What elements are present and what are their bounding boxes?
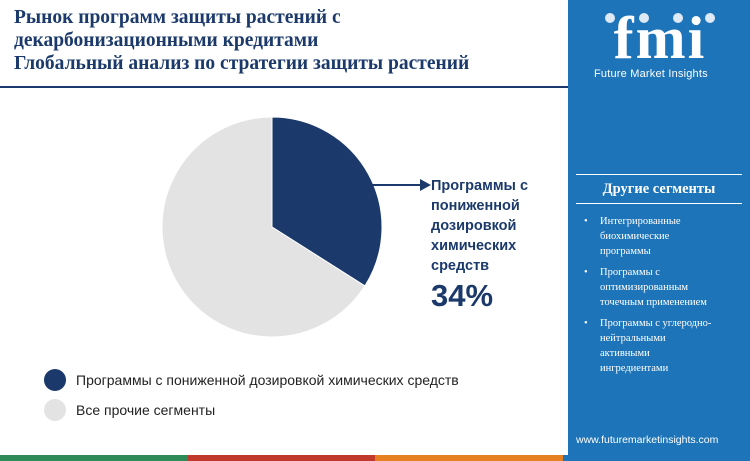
bottom-bar-segment bbox=[562, 455, 750, 461]
bottom-color-bar bbox=[0, 455, 750, 461]
legend-label: Все прочие сегменты bbox=[76, 402, 216, 418]
list-item-line: Программы с углеродно- bbox=[600, 318, 712, 329]
legend-item: Программы с пониженной дозировкой химиче… bbox=[44, 366, 459, 394]
chart-title-line: декарбонизационными кредитами bbox=[14, 30, 319, 51]
pie-slice-0 bbox=[271, 116, 383, 287]
pie-slice-1 bbox=[161, 116, 366, 338]
logo-wordmark: fmi bbox=[614, 8, 707, 66]
callout-label-line: средств bbox=[431, 258, 490, 274]
callout-arrow-icon bbox=[366, 179, 431, 191]
list-item-line: активными bbox=[600, 348, 650, 359]
legend-item: Все прочие сегменты bbox=[44, 396, 459, 424]
callout-label-line: дозировкой bbox=[431, 218, 517, 234]
side-heading: Другие сегменты bbox=[602, 180, 716, 197]
callout-label: Программы с пониженной дозировкой химиче… bbox=[431, 176, 561, 276]
fmi-logo: fmi bbox=[605, 8, 715, 66]
list-item: • Программы с оптимизированным точечным … bbox=[582, 265, 742, 310]
chart-title-line: Глобальный анализ по стратегии защиты ра… bbox=[14, 53, 470, 74]
side-heading-box: Другие сегменты bbox=[576, 174, 742, 204]
other-segments-list: • Интегрированные биохимические программ… bbox=[582, 214, 742, 382]
list-item-line: нейтральными bbox=[600, 333, 666, 344]
legend-swatch bbox=[44, 369, 66, 391]
list-item-line: программы bbox=[600, 246, 651, 257]
bullet-icon: • bbox=[584, 318, 588, 329]
title-divider bbox=[0, 86, 568, 88]
bottom-bar-segment bbox=[375, 455, 563, 461]
list-item-line: биохимические bbox=[600, 231, 670, 242]
callout-label-line: химических bbox=[431, 238, 517, 254]
bullet-icon: • bbox=[584, 216, 588, 227]
chart-title-line: Рынок программ защиты растений с bbox=[14, 7, 341, 28]
bottom-bar-segment bbox=[187, 455, 375, 461]
callout-label-line: пониженной bbox=[431, 198, 520, 214]
legend-swatch bbox=[44, 399, 66, 421]
list-item-line: Программы с bbox=[600, 267, 660, 278]
logo-tagline: Future Market Insights bbox=[594, 68, 708, 80]
legend: Программы с пониженной дозировкой химиче… bbox=[44, 366, 459, 426]
bottom-bar-segment bbox=[0, 455, 188, 461]
chart-title: Рынок программ защиты растений с декарбо… bbox=[14, 6, 564, 75]
list-item-line: ингредиентами bbox=[600, 363, 669, 374]
callout-value: 34% bbox=[431, 278, 494, 313]
legend-label: Программы с пониженной дозировкой химиче… bbox=[76, 372, 459, 388]
list-item: • Интегрированные биохимические программ… bbox=[582, 214, 742, 259]
website-link[interactable]: www.futuremarketinsights.com bbox=[576, 434, 719, 446]
list-item-line: оптимизированным bbox=[600, 282, 689, 293]
list-item: • Программы с углеродно- нейтральными ак… bbox=[582, 316, 742, 376]
chart-panel: Рынок программ защиты растений с декарбо… bbox=[0, 6, 568, 426]
bullet-icon: • bbox=[584, 267, 588, 278]
list-item-line: точечным применением bbox=[600, 297, 707, 308]
callout-label-line: Программы с bbox=[431, 178, 529, 194]
sidebar: fmi Future Market Insights Другие сегмен… bbox=[568, 0, 750, 455]
pie-chart bbox=[161, 116, 383, 338]
list-item-line: Интегрированные bbox=[600, 216, 681, 227]
